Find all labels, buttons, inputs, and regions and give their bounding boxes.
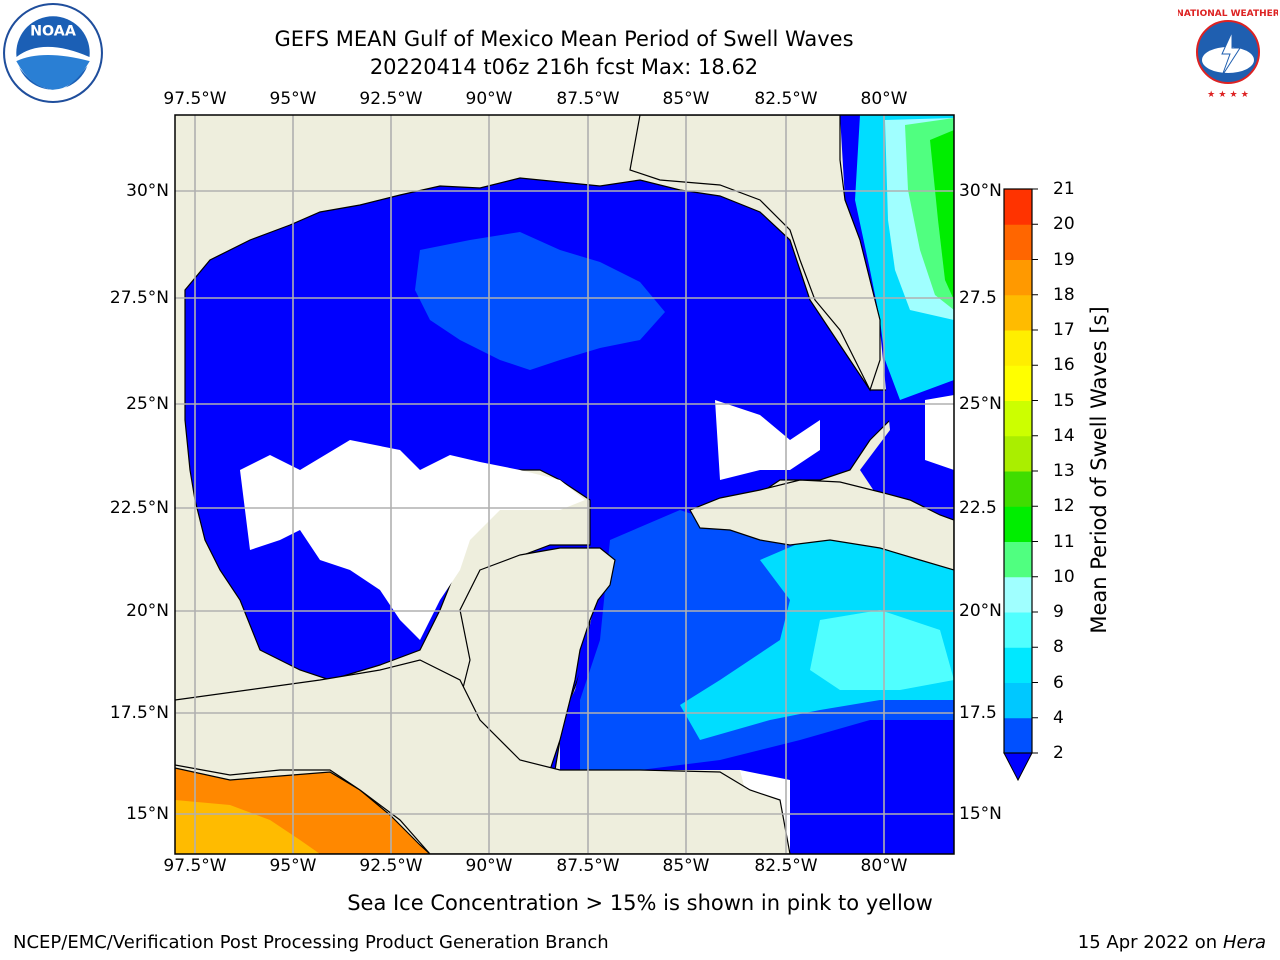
- chart-title: GEFS MEAN Gulf of Mexico Mean Period of …: [274, 27, 854, 51]
- colorbar-tick-label: 18: [1053, 284, 1075, 305]
- map-frame: [174, 114, 955, 855]
- swell-zone-4s-gulf: [415, 232, 665, 370]
- swell-zone-8s-caribbean: [810, 610, 954, 690]
- graticule: [175, 115, 954, 854]
- no-data-bahamas: [925, 395, 954, 470]
- noaa-logo: NOAA: [3, 3, 103, 103]
- date-stamp: 15 Apr 2022 on Hera: [1078, 932, 1266, 953]
- lat-label-left: 27.5°N: [109, 288, 169, 308]
- colorbar-tick-label: 17: [1053, 320, 1075, 340]
- colorbar-tick-label: 20: [1053, 214, 1075, 235]
- lon-label-top: 85°W: [662, 89, 710, 109]
- lon-label-top: 92.5°W: [359, 89, 423, 109]
- colorbar-segment: [1004, 294, 1032, 331]
- colorbar-tick-label: 21: [1053, 179, 1075, 199]
- svg-text:NOAA: NOAA: [30, 24, 76, 40]
- lon-label-top: 97.5°W: [163, 89, 227, 109]
- svg-text:★ ★ ★ ★: ★ ★ ★ ★: [1207, 90, 1249, 100]
- colorbar-segment: [1004, 576, 1032, 613]
- colorbar-segment: [1004, 435, 1032, 472]
- lon-label-top: 80°W: [860, 89, 908, 109]
- colorbar-segment: [1004, 189, 1032, 225]
- lon-label-bottom: 85°W: [662, 856, 710, 876]
- central-america-land: [175, 659, 791, 854]
- florida-land: [629, 115, 881, 392]
- lat-label-right: 20°N: [959, 601, 1002, 621]
- svg-text:NATIONAL WEATHER: NATIONAL WEATHER: [1178, 9, 1278, 19]
- colorbar-tick-label: 2: [1053, 743, 1064, 763]
- swell-zone-11s-atlantic: [930, 130, 954, 300]
- lon-label-bottom: 95°W: [269, 856, 317, 876]
- colorbar-segment: [1004, 259, 1032, 296]
- lat-label-right: 22.5: [959, 498, 997, 518]
- lat-label-left: 17.5°N: [109, 703, 169, 723]
- colorbar-segment: [1004, 541, 1032, 578]
- lon-label-top: 87.5°W: [556, 89, 620, 109]
- colorbar-segment: [1004, 224, 1032, 260]
- date-text: 15 Apr 2022 on: [1077, 932, 1223, 953]
- lat-label-left: 30°N: [126, 181, 169, 201]
- machine-name: Hera: [1222, 932, 1266, 953]
- colorbar-tick-label: 11: [1053, 531, 1075, 552]
- lon-label-top: 90°W: [465, 89, 513, 109]
- colorbar-segment: [1004, 365, 1032, 401]
- colorbar-extend-arrow: [1003, 752, 1033, 782]
- lon-label-top: 82.5°W: [754, 89, 818, 109]
- sea-ice-note: Sea Ice Concentration > 15% is shown in …: [347, 891, 933, 915]
- lat-label-right: 30°N: [959, 181, 1002, 201]
- credit-text: NCEP/EMC/Verification Post Processing Pr…: [13, 932, 609, 953]
- lon-label-bottom: 92.5°W: [359, 856, 423, 876]
- colorbar-segment: [1004, 612, 1032, 648]
- colorbar-segment: [1004, 400, 1032, 437]
- colorbar-tick-label: 14: [1053, 425, 1075, 446]
- colorbar-segment: [1004, 506, 1032, 542]
- colorbar-segment: [1004, 717, 1032, 754]
- lat-label-right: 25°N: [959, 394, 1002, 414]
- no-data-straits: [715, 400, 820, 480]
- colorbar-tick-label: 15: [1053, 390, 1075, 411]
- colorbar-tick-label: 8: [1053, 637, 1064, 658]
- lon-label-top: 95°W: [269, 89, 317, 109]
- colorbar-segment: [1004, 647, 1032, 683]
- colorbar-tick-label: 16: [1053, 355, 1075, 376]
- chart-subtitle: 20220414 t06z 216h fcst Max: 18.62: [369, 55, 759, 79]
- colorbar-tick-label: 4: [1053, 707, 1064, 728]
- colorbar-tick-label: 12: [1053, 496, 1075, 517]
- colorbar-segment: [1004, 682, 1032, 719]
- lat-label-left: 25°N: [126, 394, 169, 414]
- lat-label-left: 15°N: [126, 804, 169, 824]
- lon-label-bottom: 80°W: [860, 856, 908, 876]
- lat-label-right: 15°N: [959, 804, 1002, 824]
- colorbar-segment: [1004, 330, 1032, 366]
- colorbar-tick-label: 13: [1053, 461, 1075, 481]
- lon-label-bottom: 82.5°W: [754, 856, 818, 876]
- cuba-land: [689, 479, 954, 571]
- lon-label-bottom: 90°W: [465, 856, 513, 876]
- lat-label-right: 17.5: [959, 703, 997, 723]
- lat-label-left: 20°N: [126, 601, 169, 621]
- lon-label-bottom: 87.5°W: [556, 856, 620, 876]
- lat-label-left: 22.5°N: [109, 498, 169, 518]
- lat-label-right: 27.5: [959, 288, 997, 308]
- no-data-central-gulf: [240, 440, 585, 640]
- colorbar-tick-label: 9: [1053, 602, 1064, 622]
- colorbar: [1003, 188, 1038, 782]
- nws-logo: NATIONAL WEATHER ★ ★ ★ ★: [1178, 4, 1278, 100]
- colorbar-tick-label: 19: [1053, 249, 1075, 270]
- colorbar-tick-label: 6: [1053, 672, 1064, 693]
- colorbar-segment: [1004, 471, 1032, 507]
- colorbar-tick-label: 10: [1053, 566, 1075, 587]
- lon-label-bottom: 97.5°W: [163, 856, 227, 876]
- colorbar-title: Mean Period of Swell Waves [s]: [1087, 306, 1111, 634]
